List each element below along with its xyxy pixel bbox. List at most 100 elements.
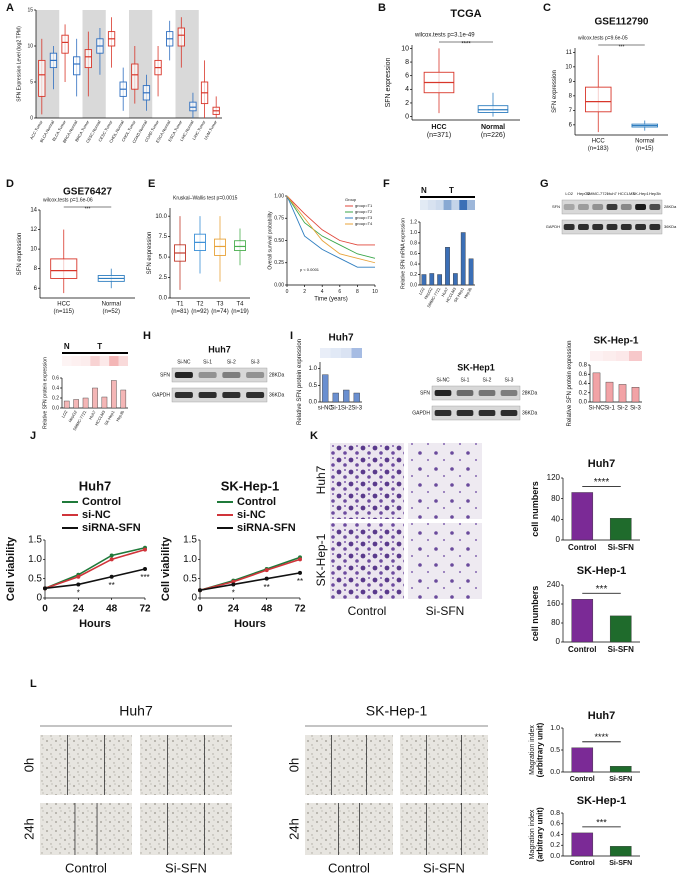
y-tick-label: 8 bbox=[569, 93, 573, 99]
x-tick-label: Si-1 bbox=[604, 406, 615, 412]
legend-label: group=T4 bbox=[355, 221, 373, 226]
y-axis-label: SFN Expression Level (log2 TPM) bbox=[16, 26, 22, 102]
heat-cell bbox=[427, 200, 436, 210]
bar bbox=[618, 384, 627, 403]
bar bbox=[101, 396, 108, 409]
y-tick-label: 0.00 bbox=[274, 282, 284, 288]
x-tick-label: Si-1 bbox=[330, 406, 341, 412]
lane-label: Hep3b bbox=[649, 191, 662, 196]
panel-letter: K bbox=[310, 430, 318, 442]
y-axis-label: Relative SFN mRNA expression bbox=[400, 218, 406, 289]
y-tick-label: 4 bbox=[405, 86, 409, 93]
chart-title: SK-Hep-1 bbox=[577, 565, 627, 577]
series-line bbox=[44, 546, 146, 590]
bar bbox=[452, 273, 458, 286]
bar bbox=[571, 599, 594, 643]
x-tick-label: T4 bbox=[236, 302, 244, 308]
heat-cell bbox=[616, 351, 629, 361]
row-label: SK-Hep-1 bbox=[314, 533, 328, 586]
x-tick-label: HCC bbox=[57, 302, 71, 308]
y-tick-label: 80 bbox=[551, 494, 560, 503]
series-point bbox=[76, 582, 81, 587]
x-tick-label: 72 bbox=[294, 604, 306, 615]
box bbox=[214, 238, 226, 256]
y-tick-label: 0.6 bbox=[550, 821, 560, 828]
chart-title: Huh7 bbox=[588, 458, 616, 470]
y-axis-label: Magration index bbox=[529, 725, 536, 775]
blot-band bbox=[478, 410, 496, 416]
y-tick-label: 0.50 bbox=[274, 238, 284, 244]
x-axis-label: Hours bbox=[234, 618, 266, 630]
y-tick-label: 160 bbox=[547, 599, 561, 608]
heat-cell bbox=[467, 200, 475, 210]
heat-cell bbox=[90, 356, 100, 366]
bar bbox=[609, 846, 632, 857]
series-point bbox=[109, 557, 114, 562]
band-size: 28KDa bbox=[269, 372, 285, 378]
y-tick-label: 8 bbox=[34, 266, 38, 272]
significance-label: *** bbox=[596, 817, 607, 827]
y-tick-label: 2.5 bbox=[159, 275, 168, 281]
lane-label: LO2 bbox=[565, 191, 573, 196]
heat-cell bbox=[320, 348, 331, 358]
y-tick-label: 0.2 bbox=[550, 842, 560, 849]
column-label: Si-SFN bbox=[165, 860, 207, 875]
y-tick-label: 10 bbox=[27, 43, 33, 49]
y-tick-label: 80 bbox=[551, 618, 560, 627]
series-point bbox=[109, 574, 114, 579]
y-tick-label: 8 bbox=[405, 59, 409, 66]
x-tick-label: Hep3b bbox=[115, 409, 126, 422]
legend-label: siRNA-SFN bbox=[237, 522, 296, 534]
x-tick-note: (n=74) bbox=[211, 309, 229, 315]
x-tick-label: Control bbox=[570, 860, 595, 867]
y-tick-label: 0 bbox=[30, 115, 33, 121]
bar bbox=[445, 246, 450, 286]
x-tick-note: (n=92) bbox=[191, 309, 209, 315]
box bbox=[50, 258, 78, 279]
x-tick-label: 8 bbox=[356, 289, 359, 295]
chart-title: GSE76427 bbox=[63, 187, 112, 198]
series-line bbox=[286, 195, 376, 259]
x-tick-label: Control bbox=[570, 776, 595, 783]
x-tick-label: Si-2 bbox=[617, 406, 628, 412]
bar bbox=[460, 232, 466, 286]
micrograph bbox=[408, 443, 482, 519]
y-tick-label: 7.5 bbox=[159, 234, 168, 240]
box bbox=[477, 105, 509, 113]
x-tick-label: T2 bbox=[196, 302, 204, 308]
significance-label: ** bbox=[109, 581, 115, 590]
series-line bbox=[44, 568, 146, 590]
lane-label: Si-2 bbox=[227, 359, 236, 365]
y-tick-label: 0.0 bbox=[550, 769, 560, 776]
x-tick-note: (n=81) bbox=[171, 309, 189, 315]
y-tick-label: 0.5 bbox=[183, 573, 197, 584]
y-axis-label: SFN expression bbox=[147, 232, 153, 275]
y-axis-label: Relative SFN protein expression bbox=[567, 340, 573, 426]
y-tick-label: 10.0 bbox=[155, 214, 167, 220]
y-axis-label: cell numbers bbox=[530, 481, 540, 537]
blot-band bbox=[592, 224, 604, 230]
y-tick-label: 120 bbox=[547, 473, 561, 482]
x-axis-label: Hours bbox=[79, 618, 111, 630]
group-label: N bbox=[421, 186, 427, 195]
wound-image bbox=[140, 803, 232, 855]
series-point bbox=[109, 553, 114, 558]
heat-cell bbox=[451, 200, 460, 210]
y-tick-label: 0.5 bbox=[28, 573, 42, 584]
y-tick-label: 0.0 bbox=[52, 405, 59, 411]
y-tick-label: 0 bbox=[556, 535, 561, 544]
bar bbox=[73, 399, 79, 409]
blot-band bbox=[578, 224, 589, 230]
x-tick-label: Normal bbox=[635, 139, 654, 145]
series-point bbox=[198, 588, 202, 593]
y-tick-label: 0.2 bbox=[579, 390, 588, 396]
y-tick-label: 0.6 bbox=[410, 251, 417, 257]
x-tick-label: 48 bbox=[106, 604, 118, 615]
chart-title: Huh7 bbox=[79, 478, 112, 493]
box bbox=[73, 56, 81, 76]
significance-label: ** bbox=[297, 577, 303, 586]
panel-letter: E bbox=[148, 178, 155, 190]
blot-strip bbox=[171, 367, 268, 383]
y-tick-label: 7 bbox=[569, 108, 573, 114]
y-tick-label: 1.2 bbox=[410, 219, 417, 225]
